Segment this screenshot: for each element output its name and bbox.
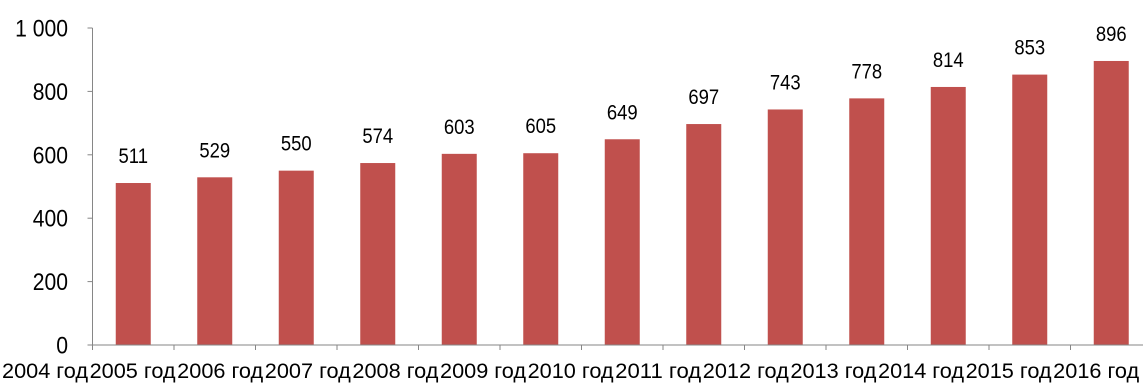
x-tick-label-2006: 2006 год: [177, 360, 263, 383]
bar-2009: [523, 153, 559, 345]
y-tick-label-200: 200: [33, 269, 68, 296]
bar-2014: [930, 86, 966, 345]
data-label-2010: 649: [607, 101, 638, 124]
data-label-2009: 605: [525, 115, 556, 138]
bar-2016: [1093, 60, 1129, 346]
data-label-2004: 511: [119, 145, 149, 168]
y-tick-label-400: 400: [33, 206, 68, 233]
y-tick-label-0: 0: [56, 333, 68, 360]
y-tick-label-800: 800: [33, 79, 68, 106]
bar-2005: [197, 177, 233, 345]
bar-2011: [686, 124, 722, 346]
y-tick-label-600: 600: [33, 142, 68, 169]
data-label-2011: 697: [688, 86, 719, 109]
x-tick-label-2012: 2012 год: [703, 360, 789, 383]
x-tick-label-2005: 2005 год: [90, 360, 176, 383]
x-tick-label-2016: 2016 год: [1053, 360, 1139, 383]
x-tick-label-2013: 2013 год: [790, 360, 876, 383]
x-tick-label-2007: 2007 год: [265, 360, 351, 383]
bar-2012: [767, 109, 803, 346]
x-tick-label-2004: 2004 год: [2, 360, 88, 383]
data-label-2007: 574: [362, 125, 393, 148]
data-label-2014: 814: [933, 49, 964, 72]
category-labels: 2004 год 2005 год 2006 год 2007 год 2008 год…: [2, 360, 1139, 383]
bar-2013: [849, 98, 885, 346]
data-label-2016: 896: [1096, 23, 1127, 46]
x-tick-label-2009: 2009 год: [440, 360, 526, 383]
x-tick-label-2014: 2014 год: [878, 360, 964, 383]
y-tick-label-1000: 1 000: [15, 16, 68, 43]
y-axis: 0 200 400 600 800 1 000: [15, 16, 93, 360]
x-tick-label-2008: 2008 год: [352, 360, 438, 383]
data-label-2012: 743: [770, 71, 801, 94]
data-label-2013: 778: [851, 60, 882, 83]
x-axis: [92, 344, 1143, 350]
bar-2010: [604, 139, 640, 345]
data-label-2006: 550: [281, 133, 312, 156]
data-label-2015: 853: [1014, 37, 1045, 60]
bar-2004: [115, 183, 151, 345]
data-label-2008: 603: [444, 116, 475, 139]
x-tick-label-2015: 2015 год: [966, 360, 1052, 383]
data-label-2005: 529: [199, 139, 230, 162]
x-tick-label-2011: 2011 год: [615, 360, 701, 383]
bar-2008: [441, 153, 477, 345]
bar-2007: [360, 163, 396, 345]
x-tick-label-2010: 2010 год: [528, 360, 614, 383]
data-labels: 511 529 550 574 603 605 649 697 743 778 814 853 896: [119, 23, 1127, 168]
bar-series: [115, 60, 1129, 346]
bar-2006: [278, 170, 314, 345]
bar-2015: [1012, 74, 1048, 345]
